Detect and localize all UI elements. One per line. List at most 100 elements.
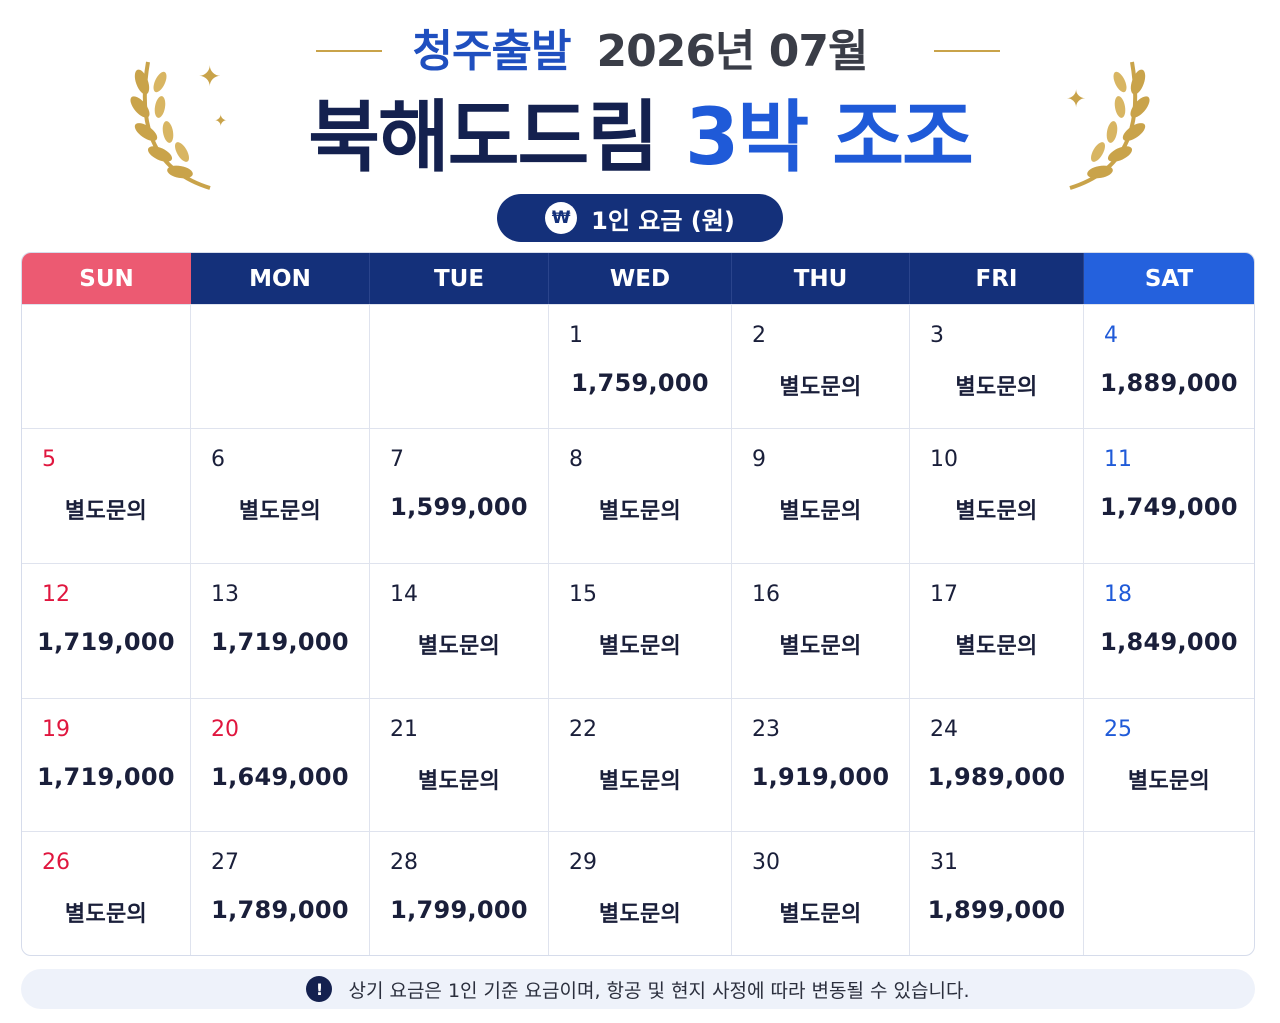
won-currency-icon: ₩ <box>545 202 578 234</box>
calendar-day-cell: 23 1,919,000 <box>732 699 910 831</box>
day-number: 20 <box>211 717 239 742</box>
calendar-day-cell: 11 1,749,000 <box>1084 429 1254 563</box>
calendar-day-cell: 6 별도문의 <box>191 429 370 563</box>
day-inquiry-label: 별도문의 <box>598 634 682 659</box>
exclamation-icon: ! <box>306 976 333 1002</box>
calendar-week-row: 12 1,719,000 13 1,719,000 14 별도문의 15 별도문의 16 별도문의… <box>22 563 1254 698</box>
day-inquiry-label: 별도문의 <box>417 769 501 794</box>
day-number: 10 <box>930 447 958 472</box>
weekday-thu: THU <box>732 253 910 304</box>
day-number: 6 <box>211 447 225 472</box>
day-number: 31 <box>930 850 958 875</box>
day-number: 28 <box>390 850 418 875</box>
day-number: 30 <box>752 850 780 875</box>
day-inquiry-label: 별도문의 <box>955 375 1038 400</box>
calendar-empty-cell <box>191 305 370 428</box>
day-price: 1,599,000 <box>390 493 528 521</box>
day-price: 1,649,000 <box>211 763 349 791</box>
day-number: 26 <box>42 850 70 875</box>
day-number: 14 <box>390 582 418 607</box>
tour-duration: 3박 조조 <box>685 93 974 183</box>
day-number: 9 <box>752 447 766 472</box>
day-number: 4 <box>1104 323 1118 348</box>
day-price: 1,919,000 <box>751 763 890 791</box>
laurel-wreath-icon <box>1069 61 1150 190</box>
calendar-week-row: 19 1,719,000 20 1,649,000 21 별도문의 22 별도문의 23 1,91… <box>22 698 1254 831</box>
day-number: 22 <box>569 717 597 742</box>
calendar-day-cell: 2 별도문의 <box>732 305 910 428</box>
day-price: 1,899,000 <box>927 896 1066 924</box>
calendar-empty-cell <box>22 305 191 428</box>
calendar-week-row: 26 별도문의 27 1,789,000 28 1,799,000 29 별도문의 30 별도문의… <box>22 831 1254 955</box>
day-number: 25 <box>1104 717 1132 742</box>
calendar-day-cell: 31 1,899,000 <box>910 832 1084 955</box>
day-number: 5 <box>42 447 56 472</box>
day-number: 8 <box>569 447 583 472</box>
calendar-day-cell: 17 별도문의 <box>910 564 1084 698</box>
weekday-sat: SAT <box>1084 253 1254 304</box>
calendar-day-cell: 27 1,789,000 <box>191 832 370 955</box>
day-price: 1,719,000 <box>211 628 349 656</box>
calendar-day-cell: 22 별도문의 <box>549 699 732 831</box>
day-inquiry-label: 별도문의 <box>598 499 682 524</box>
calendar-day-cell: 7 1,599,000 <box>370 429 549 563</box>
day-number: 29 <box>569 850 597 875</box>
sparkle-icon: ✦ <box>1066 85 1087 113</box>
day-inquiry-label: 별도문의 <box>598 902 682 927</box>
price-unit-badge: ₩ 1인 요금 (원) <box>497 194 783 242</box>
price-calendar: SUN MON TUE WED THU FRI SAT 1 1,759,000 2 별도문의 3 별도… <box>21 252 1255 956</box>
decorative-line-left <box>316 50 382 52</box>
calendar-body: 1 1,759,000 2 별도문의 3 별도문의 4 1,889,000 5 별도문의 6 별도문의… <box>22 304 1254 955</box>
decorative-line-right <box>934 50 1000 52</box>
calendar-day-cell: 26 별도문의 <box>22 832 191 955</box>
day-number: 15 <box>569 582 597 607</box>
weekday-fri: FRI <box>910 253 1084 304</box>
calendar-day-cell: 4 1,889,000 <box>1084 305 1254 428</box>
weekday-sun: SUN <box>22 253 191 304</box>
weekday-wed: WED <box>549 253 732 304</box>
day-number: 3 <box>930 323 944 348</box>
weekday-tue: TUE <box>370 253 549 304</box>
day-inquiry-label: 별도문의 <box>238 499 322 524</box>
day-price: 1,989,000 <box>927 763 1066 791</box>
day-number: 18 <box>1104 582 1132 607</box>
laurel-wreath-icon <box>130 61 211 190</box>
calendar-empty-cell <box>370 305 549 428</box>
calendar-week-row: 1 1,759,000 2 별도문의 3 별도문의 4 1,889,000 <box>22 304 1254 428</box>
day-price: 1,749,000 <box>1100 493 1238 521</box>
travel-month: 2026년 07월 <box>596 26 868 77</box>
day-inquiry-label: 별도문의 <box>779 375 862 400</box>
day-price: 1,719,000 <box>37 628 175 656</box>
subtitle: 청주출발 2026년 07월 <box>0 24 1280 80</box>
calendar-day-cell: 5 별도문의 <box>22 429 191 563</box>
calendar-day-cell: 9 별도문의 <box>732 429 910 563</box>
day-number: 1 <box>569 323 583 348</box>
day-inquiry-label: 별도문의 <box>417 634 501 659</box>
calendar-day-cell: 29 별도문의 <box>549 832 732 955</box>
day-number: 27 <box>211 850 239 875</box>
calendar-day-cell: 14 별도문의 <box>370 564 549 698</box>
day-number: 16 <box>752 582 780 607</box>
calendar-day-cell: 15 별도문의 <box>549 564 732 698</box>
day-number: 13 <box>211 582 239 607</box>
sparkle-icon: ✦ <box>198 60 222 93</box>
calendar-empty-cell <box>1084 832 1254 955</box>
calendar-day-cell: 24 1,989,000 <box>910 699 1084 831</box>
sparkle-icon: ✦ <box>214 111 228 130</box>
calendar-day-cell: 28 1,799,000 <box>370 832 549 955</box>
day-inquiry-label: 별도문의 <box>955 634 1038 659</box>
day-number: 24 <box>930 717 958 742</box>
day-inquiry-label: 별도문의 <box>779 634 862 659</box>
calendar-day-cell: 1 1,759,000 <box>549 305 732 428</box>
calendar-day-cell: 18 1,849,000 <box>1084 564 1254 698</box>
calendar-day-cell: 20 1,649,000 <box>191 699 370 831</box>
day-price: 1,759,000 <box>571 369 709 397</box>
page-header: 청주출발 2026년 07월 북해도드림 3박 조조 ✦ ✦ ✦ ₩ 1인 요금 (… <box>0 0 1280 252</box>
day-price: 1,889,000 <box>1100 369 1238 397</box>
day-inquiry-label: 별도문의 <box>1127 769 1211 794</box>
weekday-header: SUN MON TUE WED THU FRI SAT <box>22 253 1254 304</box>
day-inquiry-label: 별도문의 <box>779 902 862 927</box>
notice-text: 상기 요금은 1인 기준 요금이며, 항공 및 현지 사정에 따라 변동될 수 … <box>348 979 970 1002</box>
notice-bar: ! 상기 요금은 1인 기준 요금이며, 항공 및 현지 사정에 따라 변동될 … <box>21 969 1255 1009</box>
calendar-day-cell: 16 별도문의 <box>732 564 910 698</box>
